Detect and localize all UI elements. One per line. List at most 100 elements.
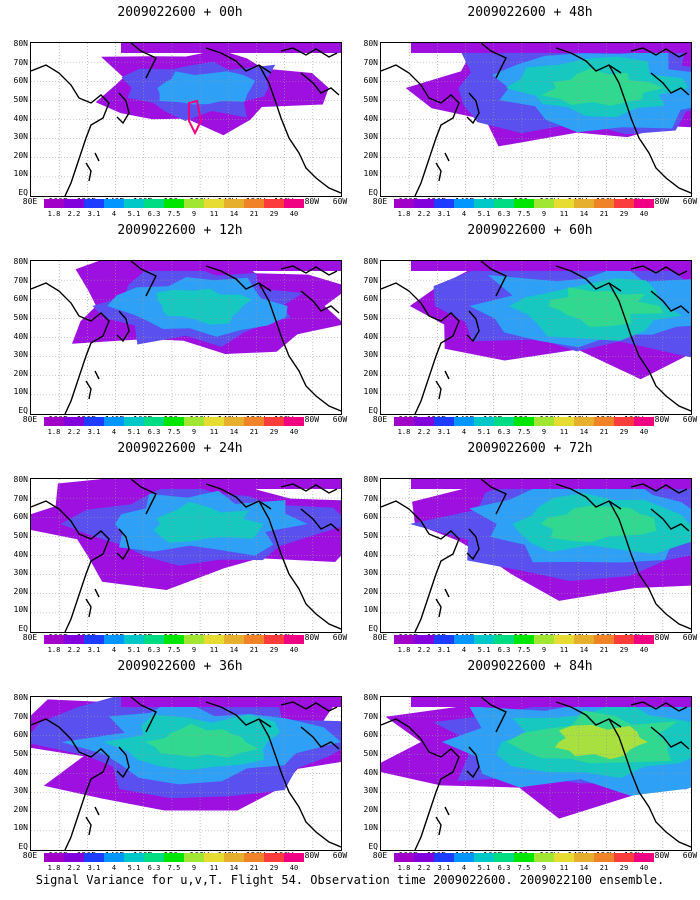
colorbar-label: 40	[289, 428, 299, 436]
coastline	[205, 265, 272, 292]
colorbar-label: 2.2	[67, 428, 81, 436]
coastline	[130, 43, 157, 79]
coastline	[205, 47, 272, 74]
colorbar-swatch	[284, 635, 304, 644]
colorbar-label: 2.2	[417, 646, 431, 654]
colorbar	[44, 417, 304, 426]
map-panel: 2009022600 + 36h 80N 70N 60N 50N 40N 30N 20N 10N…	[10, 656, 350, 872]
colorbar-label: 2.2	[67, 864, 81, 872]
colorbar-label: 14	[229, 646, 239, 654]
colorbar-swatch	[104, 199, 124, 208]
latitude-label: 80N	[13, 257, 28, 266]
colorbar-swatch	[244, 417, 264, 426]
colorbar-label: 7.5	[167, 428, 181, 436]
colorbar-label: 40	[639, 210, 649, 218]
latitude-label: EQ	[18, 842, 28, 851]
colorbar-label: 2.2	[417, 428, 431, 436]
colorbar-swatch	[394, 635, 414, 644]
colorbar-label: 1.8	[397, 646, 411, 654]
coastline	[480, 479, 507, 515]
colorbar-label: 11	[209, 646, 219, 654]
colorbar-label: 29	[619, 428, 629, 436]
colorbar-swatch	[614, 199, 634, 208]
colorbar-label: 29	[269, 428, 279, 436]
latitude-label: 20N	[363, 586, 378, 596]
latitude-label: 70N	[363, 275, 378, 285]
colorbar-swatch	[284, 417, 304, 426]
latitude-label: 30N	[13, 132, 28, 142]
latitude-label: EQ	[368, 188, 378, 197]
longitude-label: 80W	[654, 415, 670, 424]
colorbar-swatch	[574, 853, 594, 862]
latitude-label: 40N	[363, 113, 378, 123]
colorbar-label: 3.1	[437, 210, 451, 218]
latitude-label: 70N	[363, 493, 378, 503]
colorbar-swatch	[224, 417, 244, 426]
colorbar-label: 4	[461, 428, 467, 436]
coastline	[435, 370, 450, 400]
longitude-label: 80E	[372, 197, 388, 206]
map-panel: 2009022600 + 00h 80N 70N 60N 50N 40N 30N 20N 10N…	[10, 2, 350, 218]
colorbar-swatch	[144, 635, 164, 644]
colorbar-label: 5.1	[127, 646, 141, 654]
colorbar-swatch	[514, 635, 534, 644]
colorbar-swatch	[434, 853, 454, 862]
colorbar-swatch	[454, 417, 474, 426]
colorbar-swatch	[634, 417, 654, 426]
colorbar-swatch	[534, 635, 554, 644]
colorbar-swatch	[594, 199, 614, 208]
map-plot	[380, 42, 692, 197]
map-plot	[30, 696, 342, 851]
colorbar-swatch	[494, 853, 514, 862]
colorbar-label: 9	[541, 428, 547, 436]
colorbar-label: 4	[461, 646, 467, 654]
colorbar-label: 9	[541, 646, 547, 654]
colorbar-swatch	[574, 417, 594, 426]
panel-title: 2009022600 + 36h	[117, 659, 243, 674]
colorbar-swatch	[164, 853, 184, 862]
coastline	[480, 43, 507, 79]
colorbar-label: 4	[111, 210, 117, 218]
colorbar-swatch	[224, 853, 244, 862]
colorbar-label: 1.8	[397, 428, 411, 436]
colorbar-swatch	[224, 635, 244, 644]
colorbar-label: 1.8	[397, 210, 411, 218]
colorbar-label: 5.1	[477, 210, 491, 218]
colorbar-swatch	[84, 199, 104, 208]
map-plot	[380, 696, 692, 851]
colorbar-swatch	[264, 635, 284, 644]
colorbar-label: 1.8	[47, 210, 61, 218]
colorbar-label: 29	[269, 646, 279, 654]
colorbar-swatch	[144, 417, 164, 426]
map-plot	[30, 260, 342, 415]
latitude-label: 10N	[363, 823, 378, 833]
longitude-label: 60W	[332, 851, 348, 860]
longitude-label: 80W	[654, 197, 670, 206]
colorbar-label: 5.1	[127, 210, 141, 218]
colorbar-label: 3.1	[87, 864, 101, 872]
map-panel: 2009022600 + 48h 80N 70N 60N 50N 40N 30N 20N 10N…	[360, 2, 700, 218]
colorbar-swatch	[514, 199, 534, 208]
colorbar-swatch	[594, 417, 614, 426]
colorbar-swatch	[264, 417, 284, 426]
colorbar-swatch	[634, 199, 654, 208]
coastline	[466, 92, 480, 125]
coastline	[608, 500, 691, 630]
colorbar-label: 9	[541, 210, 547, 218]
variance-region	[121, 261, 341, 271]
colorbar-swatch	[244, 199, 264, 208]
colorbar-label: 21	[249, 428, 259, 436]
colorbar-label: 40	[289, 646, 299, 654]
colorbar-label: 2.2	[67, 210, 81, 218]
coastline	[130, 479, 157, 515]
coastline	[630, 47, 688, 58]
colorbar-swatch	[244, 635, 264, 644]
latitude-label: 50N	[13, 530, 28, 540]
coastline	[116, 528, 130, 561]
colorbar-swatch	[184, 635, 204, 644]
latitude-label: 20N	[13, 586, 28, 596]
colorbar-label: 3.1	[87, 646, 101, 654]
map-plot	[30, 478, 342, 633]
coastline	[435, 152, 450, 182]
latitude-label: EQ	[368, 842, 378, 851]
